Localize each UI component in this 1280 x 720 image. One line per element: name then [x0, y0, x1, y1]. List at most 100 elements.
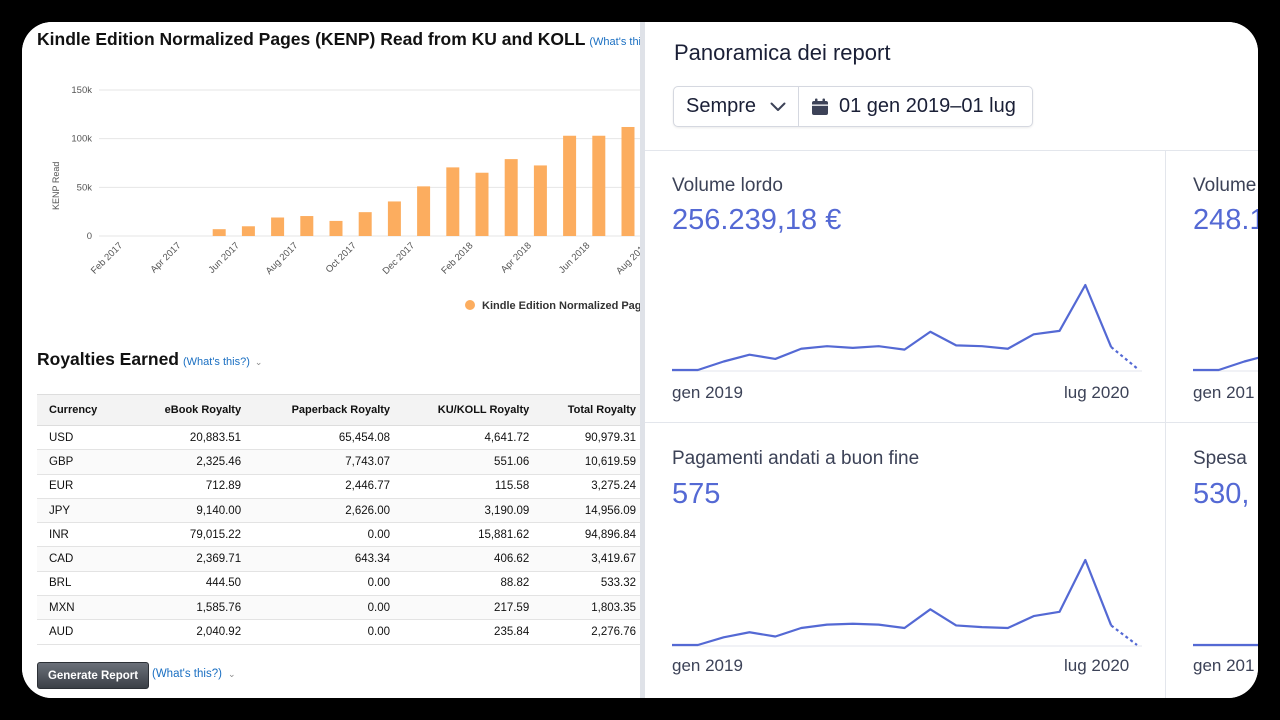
- kenp-title-text: Kindle Edition Normalized Pages (KENP) R…: [37, 29, 586, 49]
- kenp-bar[interactable]: [592, 135, 606, 236]
- range-select-label: Sempre: [686, 95, 757, 117]
- metric-value: 575: [672, 478, 721, 510]
- cell-total: 1,803.35: [533, 595, 640, 621]
- table-row: EUR 712.89 2,446.77 115.58 3,275.24: [37, 474, 640, 499]
- grid-divider: [645, 422, 1258, 423]
- sparkline-x-start: gen 201: [1193, 656, 1255, 675]
- sparkline-x-end: lug 2020: [1064, 383, 1130, 402]
- x-tick-label: Oct 2017: [324, 240, 359, 275]
- col-paperback-royalty[interactable]: Paperback Royalty: [245, 394, 395, 426]
- cell-ebook: 444.50: [126, 571, 246, 597]
- kenp-bar[interactable]: [563, 135, 577, 236]
- royalties-title-text: Royalties Earned: [37, 349, 179, 369]
- x-tick-label: Dec 2017: [381, 240, 418, 277]
- cell-currency: EUR: [37, 474, 127, 499]
- kenp-whats-this-link[interactable]: (What's this?): [589, 36, 640, 48]
- x-tick-label: Apr 2017: [148, 240, 183, 275]
- y-tick-label: 50k: [77, 182, 93, 193]
- cell-paperback: 2,626.00: [245, 498, 395, 524]
- cell-ebook: 1,585.76: [126, 595, 246, 621]
- sparkline-x-start: gen 2019: [672, 656, 743, 675]
- sparkline-projection: [1110, 624, 1138, 646]
- cell-currency: INR: [37, 522, 127, 548]
- generate-report-button[interactable]: Generate Report: [37, 662, 149, 689]
- x-tick-label: Aug 2018: [614, 240, 640, 277]
- kenp-bar[interactable]: [475, 172, 489, 236]
- kenp-bar[interactable]: [417, 186, 431, 236]
- cell-paperback: 65,454.08: [245, 425, 395, 451]
- table-row: INR 79,015.22 0.00 15,881.62 94,896.84: [37, 522, 640, 548]
- metric-label: Pagamenti andati a buon fine: [672, 448, 920, 469]
- cell-ku-koll: 88.82: [394, 571, 534, 597]
- cell-total: 90,979.31: [533, 425, 640, 451]
- col-ku-koll-royalty[interactable]: KU/KOLL Royalty: [394, 394, 534, 426]
- cell-total: 533.32: [533, 571, 640, 597]
- cell-ku-koll: 551.06: [394, 449, 534, 475]
- kenp-ylabel: KENP Read: [51, 162, 61, 210]
- kenp-legend-label: Kindle Edition Normalized Pages Read: [482, 300, 640, 312]
- date-range-label: 01 gen 2019–01 lug: [839, 95, 1016, 117]
- range-select[interactable]: Sempre: [674, 87, 799, 126]
- sparkline-x-end: lug 2020: [1064, 656, 1130, 675]
- cell-total: 14,956.09: [533, 498, 640, 524]
- sparkline-x-start: gen 2019: [672, 383, 743, 402]
- date-filter: Sempre 01 gen 2019–01 lug: [673, 86, 1033, 127]
- cell-paperback: 7,743.07: [245, 449, 395, 475]
- x-tick-label: Feb 2018: [439, 240, 475, 276]
- col-ebook-royalty[interactable]: eBook Royalty: [126, 394, 246, 426]
- sparkline-line: [1193, 356, 1258, 372]
- kenp-bar[interactable]: [446, 167, 460, 236]
- cell-ku-koll: 15,881.62: [394, 522, 534, 548]
- x-tick-label: Apr 2018: [499, 240, 534, 275]
- kenp-bar[interactable]: [533, 165, 547, 236]
- kenp-bar[interactable]: [241, 226, 255, 236]
- cell-currency: MXN: [37, 595, 127, 621]
- page-title: Panoramica dei report: [674, 40, 891, 65]
- cell-ku-koll: 406.62: [394, 546, 534, 572]
- cell-ku-koll: 217.59: [394, 595, 534, 621]
- table-row: USD 20,883.51 65,454.08 4,641.72 90,979.31: [37, 425, 640, 451]
- chevron-down-icon[interactable]: ⌄: [254, 357, 263, 367]
- reports-overview-panel: Panoramica dei report Sempre 01 gen 2019…: [645, 22, 1258, 698]
- royalties-title: Royalties Earned (What's this?) ⌄: [37, 349, 262, 370]
- calendar-icon: [811, 98, 829, 116]
- cell-paperback: 0.00: [245, 619, 395, 645]
- cell-currency: CAD: [37, 546, 127, 572]
- cell-currency: JPY: [37, 498, 127, 524]
- cell-ebook: 79,015.22: [126, 522, 246, 548]
- cell-currency: GBP: [37, 449, 127, 475]
- royalties-whats-this-link[interactable]: (What's this?): [183, 356, 250, 368]
- metric-label: Volume lordo: [672, 175, 783, 196]
- table-row: CAD 2,369.71 643.34 406.62 3,419.67: [37, 546, 640, 572]
- sparkline-line: [672, 283, 1113, 372]
- x-tick-label: Jun 2017: [206, 240, 241, 275]
- kenp-bar[interactable]: [621, 126, 635, 236]
- col-currency[interactable]: Currency: [37, 394, 127, 426]
- cell-ebook: 20,883.51: [126, 425, 246, 451]
- cell-currency: AUD: [37, 619, 127, 645]
- kenp-bar[interactable]: [358, 212, 372, 236]
- chevron-down-icon[interactable]: ⌄: [227, 669, 236, 679]
- cell-paperback: 2,446.77: [245, 474, 395, 499]
- kenp-bar[interactable]: [387, 201, 401, 236]
- royalties-header-row: Currency eBook Royalty Paperback Royalty…: [37, 394, 640, 426]
- generate-whats-this[interactable]: (What's this?) ⌄: [152, 668, 235, 680]
- y-tick-label: 100k: [71, 134, 92, 145]
- generate-whats-this-link[interactable]: (What's this?): [152, 668, 222, 680]
- kenp-bar[interactable]: [212, 229, 226, 236]
- kenp-bar[interactable]: [329, 220, 343, 236]
- kenp-bar[interactable]: [300, 216, 314, 236]
- metric-value: 256.239,18 €: [672, 204, 842, 236]
- metric-label: Volume: [1193, 175, 1257, 196]
- cell-total: 10,619.59: [533, 449, 640, 475]
- date-range-button[interactable]: 01 gen 2019–01 lug: [799, 87, 1016, 126]
- cell-currency: BRL: [37, 571, 127, 597]
- sparkline-chart: [672, 283, 1142, 372]
- kenp-legend-marker: [465, 300, 475, 310]
- col-total-royalty[interactable]: Total Royalty: [533, 394, 640, 426]
- cell-ku-koll: 3,190.09: [394, 498, 534, 524]
- kenp-bar[interactable]: [271, 217, 285, 236]
- cell-total: 3,419.67: [533, 546, 640, 572]
- kenp-bar[interactable]: [504, 159, 518, 236]
- x-tick-label: Aug 2017: [264, 240, 301, 277]
